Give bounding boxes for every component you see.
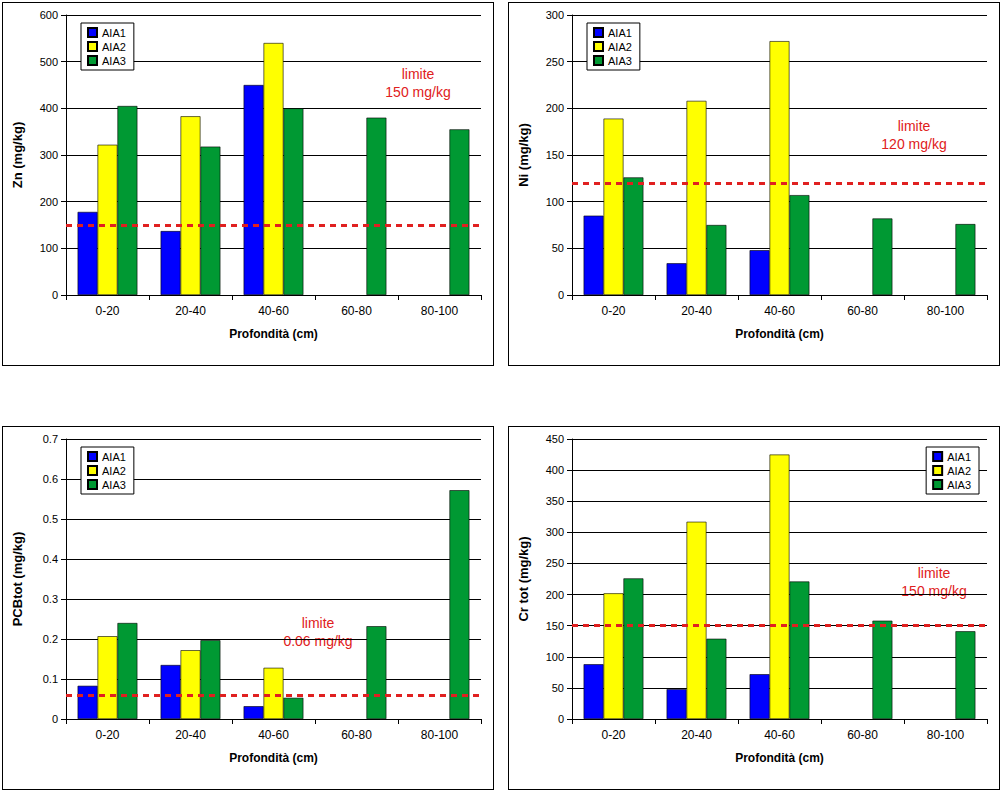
svg-text:AIA1: AIA1 (102, 451, 126, 463)
svg-text:60-80: 60-80 (847, 728, 878, 742)
svg-text:0: 0 (52, 713, 58, 725)
svg-text:80-100: 80-100 (421, 728, 459, 742)
svg-text:100: 100 (546, 651, 564, 663)
svg-text:20-40: 20-40 (175, 728, 206, 742)
svg-text:0-20: 0-20 (95, 728, 119, 742)
svg-text:AIA3: AIA3 (102, 55, 126, 67)
svg-text:0: 0 (52, 289, 58, 301)
svg-text:450: 450 (546, 433, 564, 445)
svg-text:AIA3: AIA3 (102, 479, 126, 491)
svg-text:60-80: 60-80 (341, 728, 372, 742)
svg-text:Profondità (cm): Profondità (cm) (735, 751, 824, 765)
svg-text:limite: limite (898, 118, 931, 134)
svg-text:40-60: 40-60 (258, 728, 289, 742)
svg-text:0.4: 0.4 (43, 553, 58, 565)
svg-text:AIA2: AIA2 (102, 41, 126, 53)
svg-text:AIA3: AIA3 (608, 55, 632, 67)
svg-text:80-100: 80-100 (927, 304, 965, 318)
svg-text:40-60: 40-60 (764, 304, 795, 318)
svg-text:200: 200 (546, 589, 564, 601)
svg-text:AIA2: AIA2 (608, 41, 632, 53)
svg-text:120 mg/kg: 120 mg/kg (881, 136, 946, 152)
svg-text:limite: limite (918, 565, 951, 581)
svg-text:150 mg/kg: 150 mg/kg (901, 583, 966, 599)
svg-text:Profondità (cm): Profondità (cm) (229, 327, 318, 341)
svg-text:60-80: 60-80 (341, 304, 372, 318)
svg-text:20-40: 20-40 (175, 304, 206, 318)
svg-text:60-80: 60-80 (847, 304, 878, 318)
svg-text:20-40: 20-40 (681, 304, 712, 318)
svg-text:150: 150 (546, 149, 564, 161)
svg-text:AIA2: AIA2 (102, 465, 126, 477)
svg-text:200: 200 (40, 196, 58, 208)
svg-text:limite: limite (302, 615, 335, 631)
svg-text:0: 0 (558, 289, 564, 301)
svg-text:40-60: 40-60 (258, 304, 289, 318)
svg-text:250: 250 (546, 557, 564, 569)
svg-text:500: 500 (40, 56, 58, 68)
svg-text:150 mg/kg: 150 mg/kg (385, 84, 450, 100)
svg-text:0: 0 (558, 713, 564, 725)
svg-text:300: 300 (40, 149, 58, 161)
svg-text:AIA1: AIA1 (608, 27, 632, 39)
svg-text:400: 400 (546, 464, 564, 476)
svg-text:0.6: 0.6 (43, 473, 58, 485)
svg-text:0-20: 0-20 (95, 304, 119, 318)
svg-text:50: 50 (552, 682, 564, 694)
svg-text:40-60: 40-60 (764, 728, 795, 742)
svg-text:300: 300 (546, 526, 564, 538)
svg-text:Profondità (cm): Profondità (cm) (735, 327, 824, 341)
svg-text:400: 400 (40, 102, 58, 114)
svg-text:0.1: 0.1 (43, 673, 58, 685)
svg-text:350: 350 (546, 495, 564, 507)
svg-text:Cr tot (mg/kg): Cr tot (mg/kg) (516, 536, 531, 621)
svg-text:300: 300 (546, 9, 564, 21)
svg-text:600: 600 (40, 9, 58, 21)
svg-text:250: 250 (546, 56, 564, 68)
svg-text:0.5: 0.5 (43, 513, 58, 525)
svg-text:0.7: 0.7 (43, 433, 58, 445)
svg-text:Profondità (cm): Profondità (cm) (229, 751, 318, 765)
svg-text:limite: limite (402, 66, 435, 82)
svg-text:AIA1: AIA1 (102, 27, 126, 39)
svg-text:200: 200 (546, 102, 564, 114)
svg-text:100: 100 (40, 242, 58, 254)
svg-text:0.3: 0.3 (43, 593, 58, 605)
svg-text:80-100: 80-100 (421, 304, 459, 318)
svg-text:0.06 mg/kg: 0.06 mg/kg (283, 633, 352, 649)
svg-text:Zn (mg/kg): Zn (mg/kg) (10, 122, 25, 188)
svg-text:AIA3: AIA3 (947, 479, 971, 491)
svg-text:AIA2: AIA2 (947, 465, 971, 477)
svg-text:0.2: 0.2 (43, 633, 58, 645)
svg-text:50: 50 (552, 242, 564, 254)
svg-text:AIA1: AIA1 (947, 451, 971, 463)
svg-text:150: 150 (546, 620, 564, 632)
svg-text:80-100: 80-100 (927, 728, 965, 742)
svg-text:PCBtot (mg/kg): PCBtot (mg/kg) (10, 532, 25, 627)
svg-text:Ni (mg/kg): Ni (mg/kg) (516, 123, 531, 187)
svg-text:100: 100 (546, 196, 564, 208)
svg-text:0-20: 0-20 (601, 728, 625, 742)
svg-text:0-20: 0-20 (601, 304, 625, 318)
svg-text:20-40: 20-40 (681, 728, 712, 742)
